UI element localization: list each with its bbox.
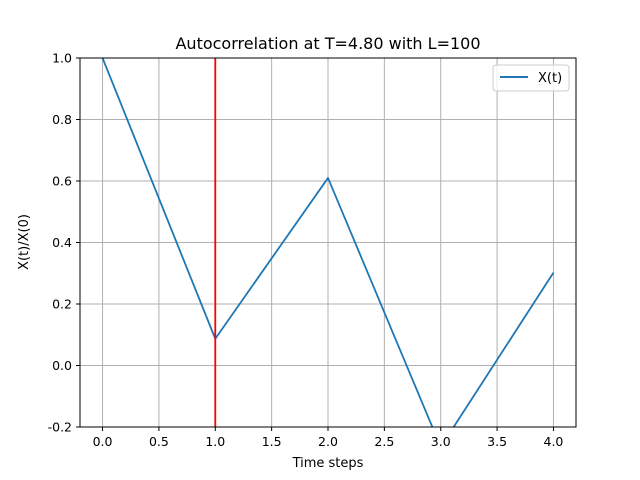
legend-label-x-t: X(t) xyxy=(538,71,562,86)
x-tick-label: 4.0 xyxy=(544,434,564,449)
y-tick-label: 0.2 xyxy=(52,297,72,312)
y-tick-label: 0.8 xyxy=(52,112,72,127)
y-tick-label: 1.0 xyxy=(52,51,72,66)
series-line-0 xyxy=(101,58,555,427)
x-tick-label: 3.5 xyxy=(487,434,507,449)
y-axis-label: X(t)/X(0) xyxy=(17,214,32,270)
x-tick-label: 3.0 xyxy=(431,434,451,449)
chart-title: Autocorrelation at T=4.80 with L=100 xyxy=(175,34,480,53)
x-tick-label: 1.0 xyxy=(205,434,225,449)
plot-area xyxy=(101,58,555,427)
y-axis: -0.2 0.0 0.2 0.4 0.6 0.8 1.0 xyxy=(48,51,80,435)
x-tick-label: 0.0 xyxy=(93,434,113,449)
y-tick-label: -0.2 xyxy=(48,420,72,435)
x-tick-label: 2.5 xyxy=(374,434,394,449)
x-tick-label: 1.5 xyxy=(262,434,282,449)
legend: X(t) xyxy=(492,64,570,92)
y-tick-label: 0.6 xyxy=(52,174,72,189)
x-tick-label: 0.5 xyxy=(149,434,169,449)
x-tick-label: 2.0 xyxy=(318,434,338,449)
y-tick-label: 0.0 xyxy=(52,358,72,373)
y-tick-label: 0.4 xyxy=(52,235,72,250)
x-axis: 0.0 0.5 1.0 1.5 2.0 2.5 3.0 3.5 4.0 xyxy=(93,427,564,449)
x-axis-label: Time steps xyxy=(292,456,364,471)
legend-box xyxy=(492,64,570,92)
